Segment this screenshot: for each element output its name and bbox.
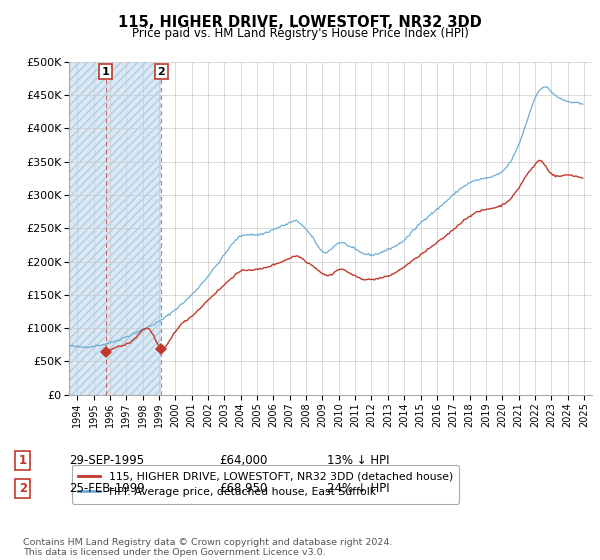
Text: 1: 1 (19, 454, 27, 467)
Text: Price paid vs. HM Land Registry's House Price Index (HPI): Price paid vs. HM Land Registry's House … (131, 27, 469, 40)
Text: 2: 2 (19, 482, 27, 495)
Text: 115, HIGHER DRIVE, LOWESTOFT, NR32 3DD: 115, HIGHER DRIVE, LOWESTOFT, NR32 3DD (118, 15, 482, 30)
Text: 2: 2 (158, 67, 165, 77)
Text: £68,950: £68,950 (219, 482, 268, 495)
Text: £64,000: £64,000 (219, 454, 268, 467)
Text: 24% ↓ HPI: 24% ↓ HPI (327, 482, 389, 495)
Text: 1: 1 (102, 67, 110, 77)
Text: 25-FEB-1999: 25-FEB-1999 (69, 482, 145, 495)
Text: 13% ↓ HPI: 13% ↓ HPI (327, 454, 389, 467)
Bar (69, 62, 161, 395)
Text: 29-SEP-1995: 29-SEP-1995 (69, 454, 144, 467)
Legend: 115, HIGHER DRIVE, LOWESTOFT, NR32 3DD (detached house), HPI: Average price, det: 115, HIGHER DRIVE, LOWESTOFT, NR32 3DD (… (72, 465, 460, 503)
Bar (69, 62, 161, 395)
Text: Contains HM Land Registry data © Crown copyright and database right 2024.
This d: Contains HM Land Registry data © Crown c… (23, 538, 392, 557)
